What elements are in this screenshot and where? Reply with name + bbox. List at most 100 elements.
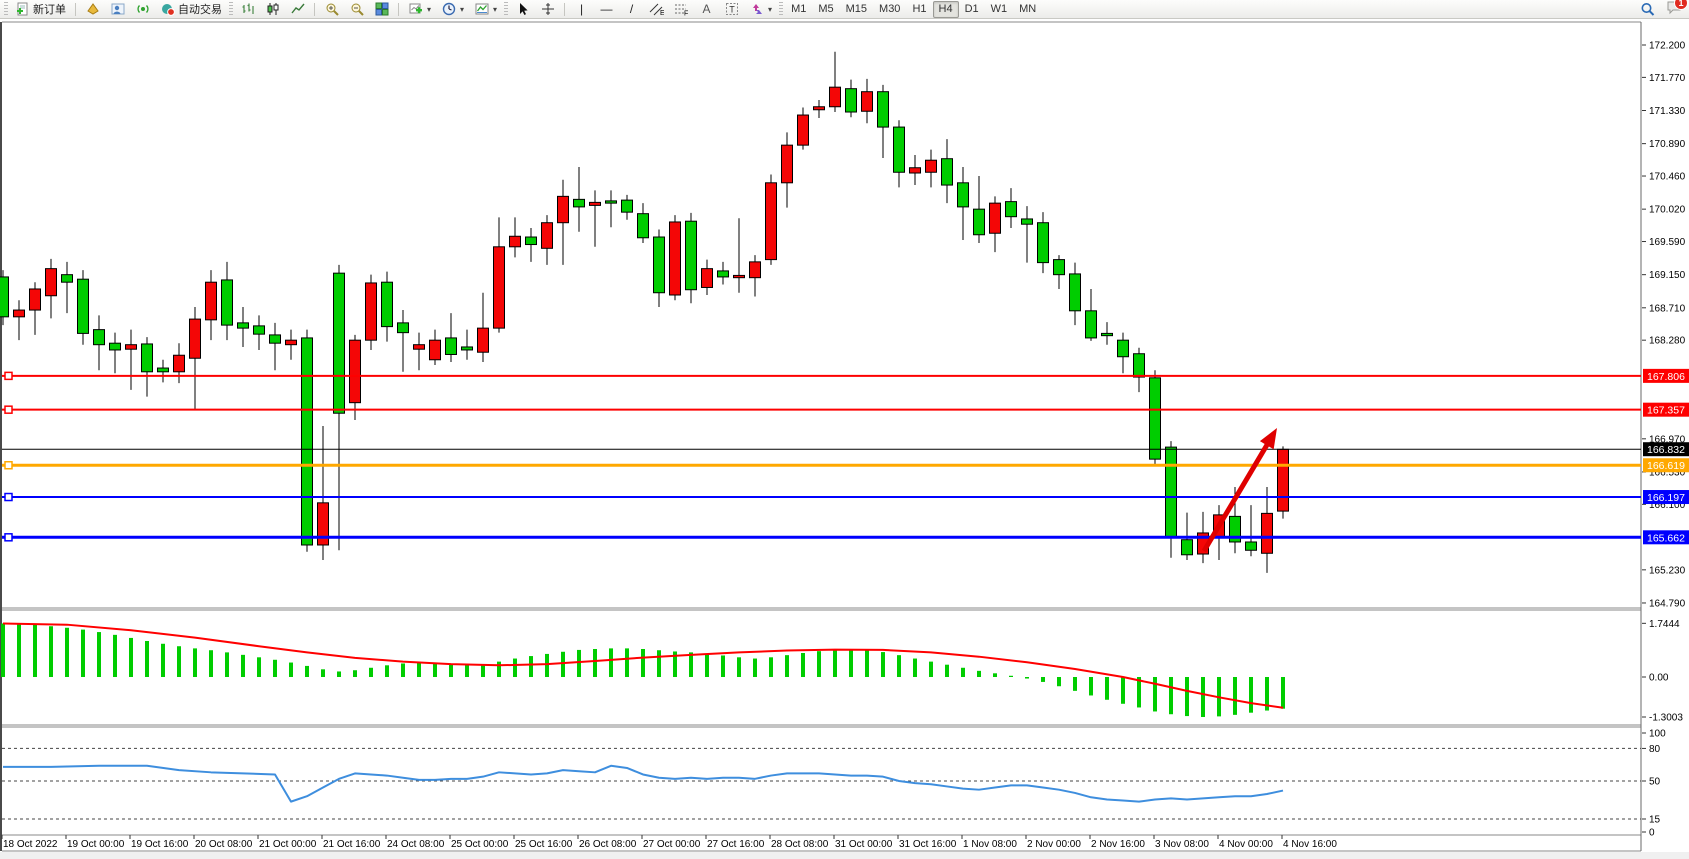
separator	[564, 2, 566, 16]
macd-bar	[657, 650, 661, 677]
date-label: 21 Oct 00:00	[259, 839, 317, 850]
candle	[157, 367, 169, 373]
text-tool-button[interactable]: A	[694, 0, 719, 19]
candle	[701, 268, 713, 288]
annotation-arrow-shaft[interactable]	[1201, 440, 1271, 553]
toolbar-grip[interactable]	[229, 2, 233, 16]
profile-icon	[110, 2, 125, 17]
svg-text:E: E	[660, 10, 664, 16]
timeframe-m30-button[interactable]: M30	[879, 3, 901, 15]
fibonacci-tool-button[interactable]: F	[669, 0, 694, 19]
timeframe-d1-button[interactable]: D1	[964, 3, 979, 15]
rsi-line	[3, 764, 1284, 803]
toolbar-grip[interactable]	[504, 2, 509, 16]
vertical-line-tool-button[interactable]: |	[569, 0, 594, 19]
timeframe-h4-button[interactable]: H4	[932, 0, 959, 18]
candle	[861, 91, 873, 112]
price-tick-label: 168.280	[1649, 336, 1686, 347]
window-bottom-strip	[0, 852, 1689, 859]
autotrading-button[interactable]: 自动交易	[155, 0, 227, 19]
chart-canvas[interactable]: ▼ GBPJPY-,H4 166.009 166.867 165.907 166…	[0, 19, 1689, 859]
candle	[685, 220, 697, 291]
label-tool-button[interactable]: T	[719, 0, 744, 19]
candle	[925, 159, 937, 173]
date-label: 27 Oct 00:00	[643, 839, 701, 850]
zoom-in-button[interactable]	[319, 0, 344, 19]
bar-chart-button[interactable]	[235, 0, 260, 19]
date-label: 2 Nov 00:00	[1027, 839, 1081, 850]
candle	[1005, 201, 1017, 218]
zoom-out-button[interactable]	[344, 0, 369, 19]
support-line-2-flag	[1643, 530, 1689, 545]
toolbar-grip[interactable]	[779, 2, 784, 16]
candle	[1053, 259, 1065, 276]
trendline-tool-button[interactable]: /	[619, 0, 644, 19]
macd-bar	[289, 662, 293, 677]
channel-icon: E	[649, 2, 664, 17]
macd-bar	[785, 655, 789, 677]
timeframe-m5-button[interactable]: M5	[818, 3, 834, 15]
arrows-tool-button[interactable]: ▾	[744, 0, 777, 19]
metaeditor-button[interactable]	[80, 0, 105, 19]
macd-axis-label: 0.00	[1649, 673, 1669, 684]
timeframe-m1-button[interactable]: M1	[791, 3, 807, 15]
new-chart-button[interactable]: ▾	[403, 0, 436, 19]
search-icon	[1640, 2, 1655, 17]
timeframe-m15-button[interactable]: M15	[845, 3, 868, 15]
candle	[621, 199, 633, 213]
macd-bar	[1041, 677, 1045, 682]
macd-bar	[897, 655, 901, 677]
timeframe-h1-button[interactable]: H1	[912, 3, 927, 15]
macd-bar	[801, 652, 805, 677]
chat-button[interactable]: 1	[1666, 0, 1688, 18]
candle	[221, 279, 233, 326]
candle	[141, 343, 153, 373]
candle	[29, 288, 41, 311]
macd-bar	[1153, 677, 1157, 712]
macd-bar	[577, 649, 581, 677]
candle	[349, 339, 361, 404]
pivot-line-anchor[interactable]	[4, 460, 13, 470]
resistance-line-2-anchor[interactable]	[4, 405, 13, 414]
tile-windows-button[interactable]	[369, 0, 394, 19]
cursor-tool-button[interactable]	[510, 0, 535, 19]
candle	[189, 318, 201, 359]
resistance-line-1-anchor[interactable]	[4, 371, 13, 381]
macd-bar	[449, 664, 453, 677]
search-button[interactable]	[1635, 0, 1660, 19]
macd-bar	[209, 650, 213, 677]
date-label: 1 Nov 08:00	[963, 839, 1017, 850]
candle	[461, 346, 473, 351]
profile-button[interactable]	[105, 0, 130, 19]
chart-window[interactable]: ▼ GBPJPY-,H4 166.009 166.867 165.907 166…	[0, 19, 1689, 859]
crosshair-tool-button[interactable]	[535, 0, 560, 19]
line-chart-button[interactable]	[285, 0, 310, 19]
support-line-2-anchor[interactable]	[4, 533, 13, 542]
horizontal-line-tool-button[interactable]: —	[594, 0, 619, 19]
candle	[397, 322, 409, 334]
fibonacci-icon: F	[674, 2, 689, 17]
candlestick-button[interactable]	[260, 0, 285, 19]
macd-bar	[625, 648, 629, 677]
macd-bar	[241, 654, 245, 677]
templates-button[interactable]: ▾	[469, 0, 502, 19]
candle	[605, 200, 617, 204]
vertical-line-icon: |	[579, 2, 584, 16]
toolbar-grip[interactable]	[4, 2, 8, 16]
annotation-arrow-head[interactable]	[1259, 428, 1277, 450]
rsi-axis-label: 0	[1649, 828, 1655, 839]
date-label: 21 Oct 16:00	[323, 839, 381, 850]
notification-badge: 1	[1674, 0, 1688, 10]
timeframe-w1-button[interactable]: W1	[990, 3, 1008, 15]
signal-button[interactable]	[130, 0, 155, 19]
support-line-1-anchor[interactable]	[4, 492, 13, 502]
macd-bar	[689, 652, 693, 677]
channel-tool-button[interactable]: E	[644, 0, 669, 19]
timeframe-clock-button[interactable]: ▾	[436, 0, 469, 19]
candle	[813, 106, 825, 111]
new-order-button[interactable]: 新订单	[10, 0, 71, 19]
zoom-out-icon	[349, 2, 364, 17]
macd-bar	[1233, 677, 1237, 715]
macd-bar	[561, 651, 565, 677]
timeframe-mn-button[interactable]: MN	[1019, 3, 1037, 15]
